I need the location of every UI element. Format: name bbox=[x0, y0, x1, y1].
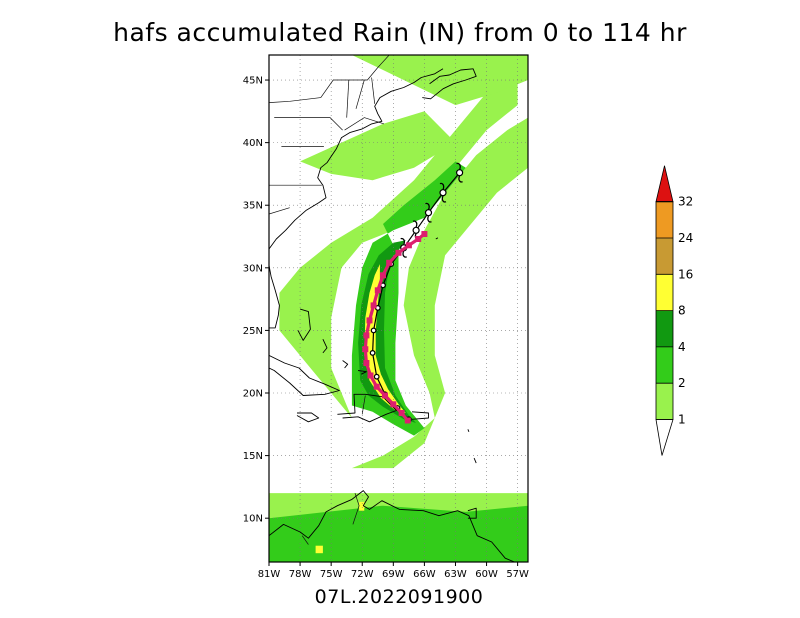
forecast-track-point-9 bbox=[366, 317, 373, 324]
lon-tick-label-5: 66W bbox=[413, 569, 436, 580]
lon-tick-label-2: 75W bbox=[320, 569, 343, 580]
boundary-11 bbox=[301, 535, 309, 545]
boundary-0 bbox=[269, 55, 390, 103]
forecast-track-point-1 bbox=[398, 410, 405, 416]
rain-band-2 bbox=[351, 117, 528, 469]
boundary-9 bbox=[361, 395, 366, 415]
forecast-track-point-6 bbox=[363, 360, 370, 366]
best-track-symbol-11 bbox=[424, 202, 433, 223]
colorbar-bottom-triangle bbox=[655, 419, 674, 456]
colorbar-label-16: 16 bbox=[678, 267, 693, 281]
coastline-11 bbox=[358, 370, 367, 375]
coastline-4 bbox=[337, 393, 397, 423]
coastline-15 bbox=[435, 237, 439, 240]
coastline-14 bbox=[473, 457, 477, 464]
colorbar-bin-24 bbox=[656, 201, 673, 238]
forecast-track-point-13 bbox=[386, 259, 393, 266]
forecast-track-point-17 bbox=[421, 231, 428, 237]
forecast-track-point-12 bbox=[380, 272, 386, 279]
forecast-track-point-3 bbox=[382, 392, 388, 399]
lon-tick-label-6: 63W bbox=[444, 569, 467, 580]
map-frame bbox=[268, 54, 529, 563]
forecast-track-point-8 bbox=[363, 332, 370, 339]
forecast-track-point-2 bbox=[390, 401, 397, 408]
boundary-6 bbox=[371, 77, 376, 104]
lat-tick-label-5: 35N bbox=[243, 201, 263, 212]
forecast-track-point-11 bbox=[374, 287, 381, 294]
lon-tick-label-4: 69W bbox=[382, 569, 405, 580]
forecast-track-point-10 bbox=[370, 302, 377, 309]
forecast-track-point-15 bbox=[405, 242, 412, 249]
best-track-symbol-4 bbox=[369, 349, 376, 356]
storm-id-label: 07L.2022091900 bbox=[314, 586, 484, 608]
lat-tick-label-1: 15N bbox=[243, 451, 263, 462]
coastline-12 bbox=[342, 360, 349, 369]
lat-tick-label-4: 30N bbox=[243, 263, 263, 274]
colorbar-top-triangle bbox=[655, 165, 674, 203]
lat-tick-label-6: 40N bbox=[243, 138, 263, 149]
rain-band-9 bbox=[315, 545, 323, 554]
coastline-6 bbox=[411, 411, 429, 420]
forecast-track bbox=[362, 231, 428, 424]
forecast-track-point-7 bbox=[362, 346, 369, 353]
coastline-9 bbox=[297, 308, 311, 341]
map-axes: 81W 78W 75W 72W 69W 66W 63W 60W 57W 10N 15N 20N 25N 3… bbox=[243, 76, 529, 580]
forecast-track-point-5 bbox=[367, 372, 374, 379]
colorbar-bin-1 bbox=[656, 383, 673, 420]
coastline-1 bbox=[269, 68, 444, 250]
colorbar-label-1: 1 bbox=[678, 413, 686, 427]
boundary-7 bbox=[344, 117, 385, 131]
forecast-track-point-16 bbox=[415, 236, 422, 242]
coastline-7 bbox=[269, 490, 515, 562]
lat-tick-label-3: 25N bbox=[243, 326, 263, 337]
best-track-symbol-5 bbox=[370, 327, 377, 334]
coastline-2 bbox=[422, 68, 477, 100]
best-track-symbol-12 bbox=[439, 182, 447, 203]
lat-tick-label-2: 20N bbox=[243, 389, 263, 400]
colorbar-label-2: 2 bbox=[678, 376, 686, 390]
rain-band-1 bbox=[269, 505, 528, 562]
lat-tick-label-7: 45N bbox=[243, 76, 263, 87]
political-boundaries bbox=[269, 55, 390, 545]
forecast-track-point-14 bbox=[395, 249, 402, 256]
colorbar-bin-8 bbox=[656, 274, 673, 311]
rain-band-10 bbox=[359, 501, 365, 511]
boundary-8 bbox=[269, 207, 290, 215]
forecast-track-point-4 bbox=[373, 383, 380, 390]
lon-tick-label-7: 60W bbox=[475, 569, 498, 580]
best-track-symbol-13 bbox=[456, 162, 464, 183]
lat-tick-label-0: 10N bbox=[243, 514, 263, 525]
boundary-5 bbox=[355, 79, 365, 109]
colorbar-label-24: 24 bbox=[678, 231, 693, 245]
boundary-4 bbox=[346, 79, 350, 118]
colorbar-bin-16 bbox=[656, 238, 673, 275]
boundary-1 bbox=[274, 117, 343, 131]
colorbar-bin-2 bbox=[656, 346, 673, 384]
rain-band-5 bbox=[300, 111, 456, 181]
lon-tick-label-1: 78W bbox=[289, 569, 312, 580]
lon-tick-label-0: 81W bbox=[258, 569, 281, 580]
coastline-0 bbox=[269, 265, 280, 329]
lon-tick-label-8: 57W bbox=[506, 569, 529, 580]
map-title: hafs accumulated Rain (IN) from 0 to 114… bbox=[113, 18, 687, 47]
forecast-track-point-0 bbox=[404, 417, 411, 424]
coastline-8 bbox=[467, 507, 477, 519]
colorbar-label-32: 32 bbox=[678, 195, 693, 209]
colorbar-label-8: 8 bbox=[678, 304, 686, 318]
lat-lon-grid bbox=[269, 55, 528, 562]
colorbar-bin-4 bbox=[656, 310, 673, 347]
best-track-symbol-3 bbox=[373, 373, 380, 380]
coastlines bbox=[269, 68, 515, 562]
colorbar-label-4: 4 bbox=[678, 340, 686, 354]
coastline-5 bbox=[296, 412, 320, 423]
coastline-3 bbox=[269, 354, 340, 396]
lon-tick-label-3: 72W bbox=[351, 569, 374, 580]
rain-band-4 bbox=[269, 55, 528, 106]
best-track-symbol-10 bbox=[412, 220, 420, 241]
coastline-10 bbox=[322, 339, 328, 354]
boundary-10 bbox=[352, 492, 360, 525]
coastline-13 bbox=[467, 429, 470, 432]
